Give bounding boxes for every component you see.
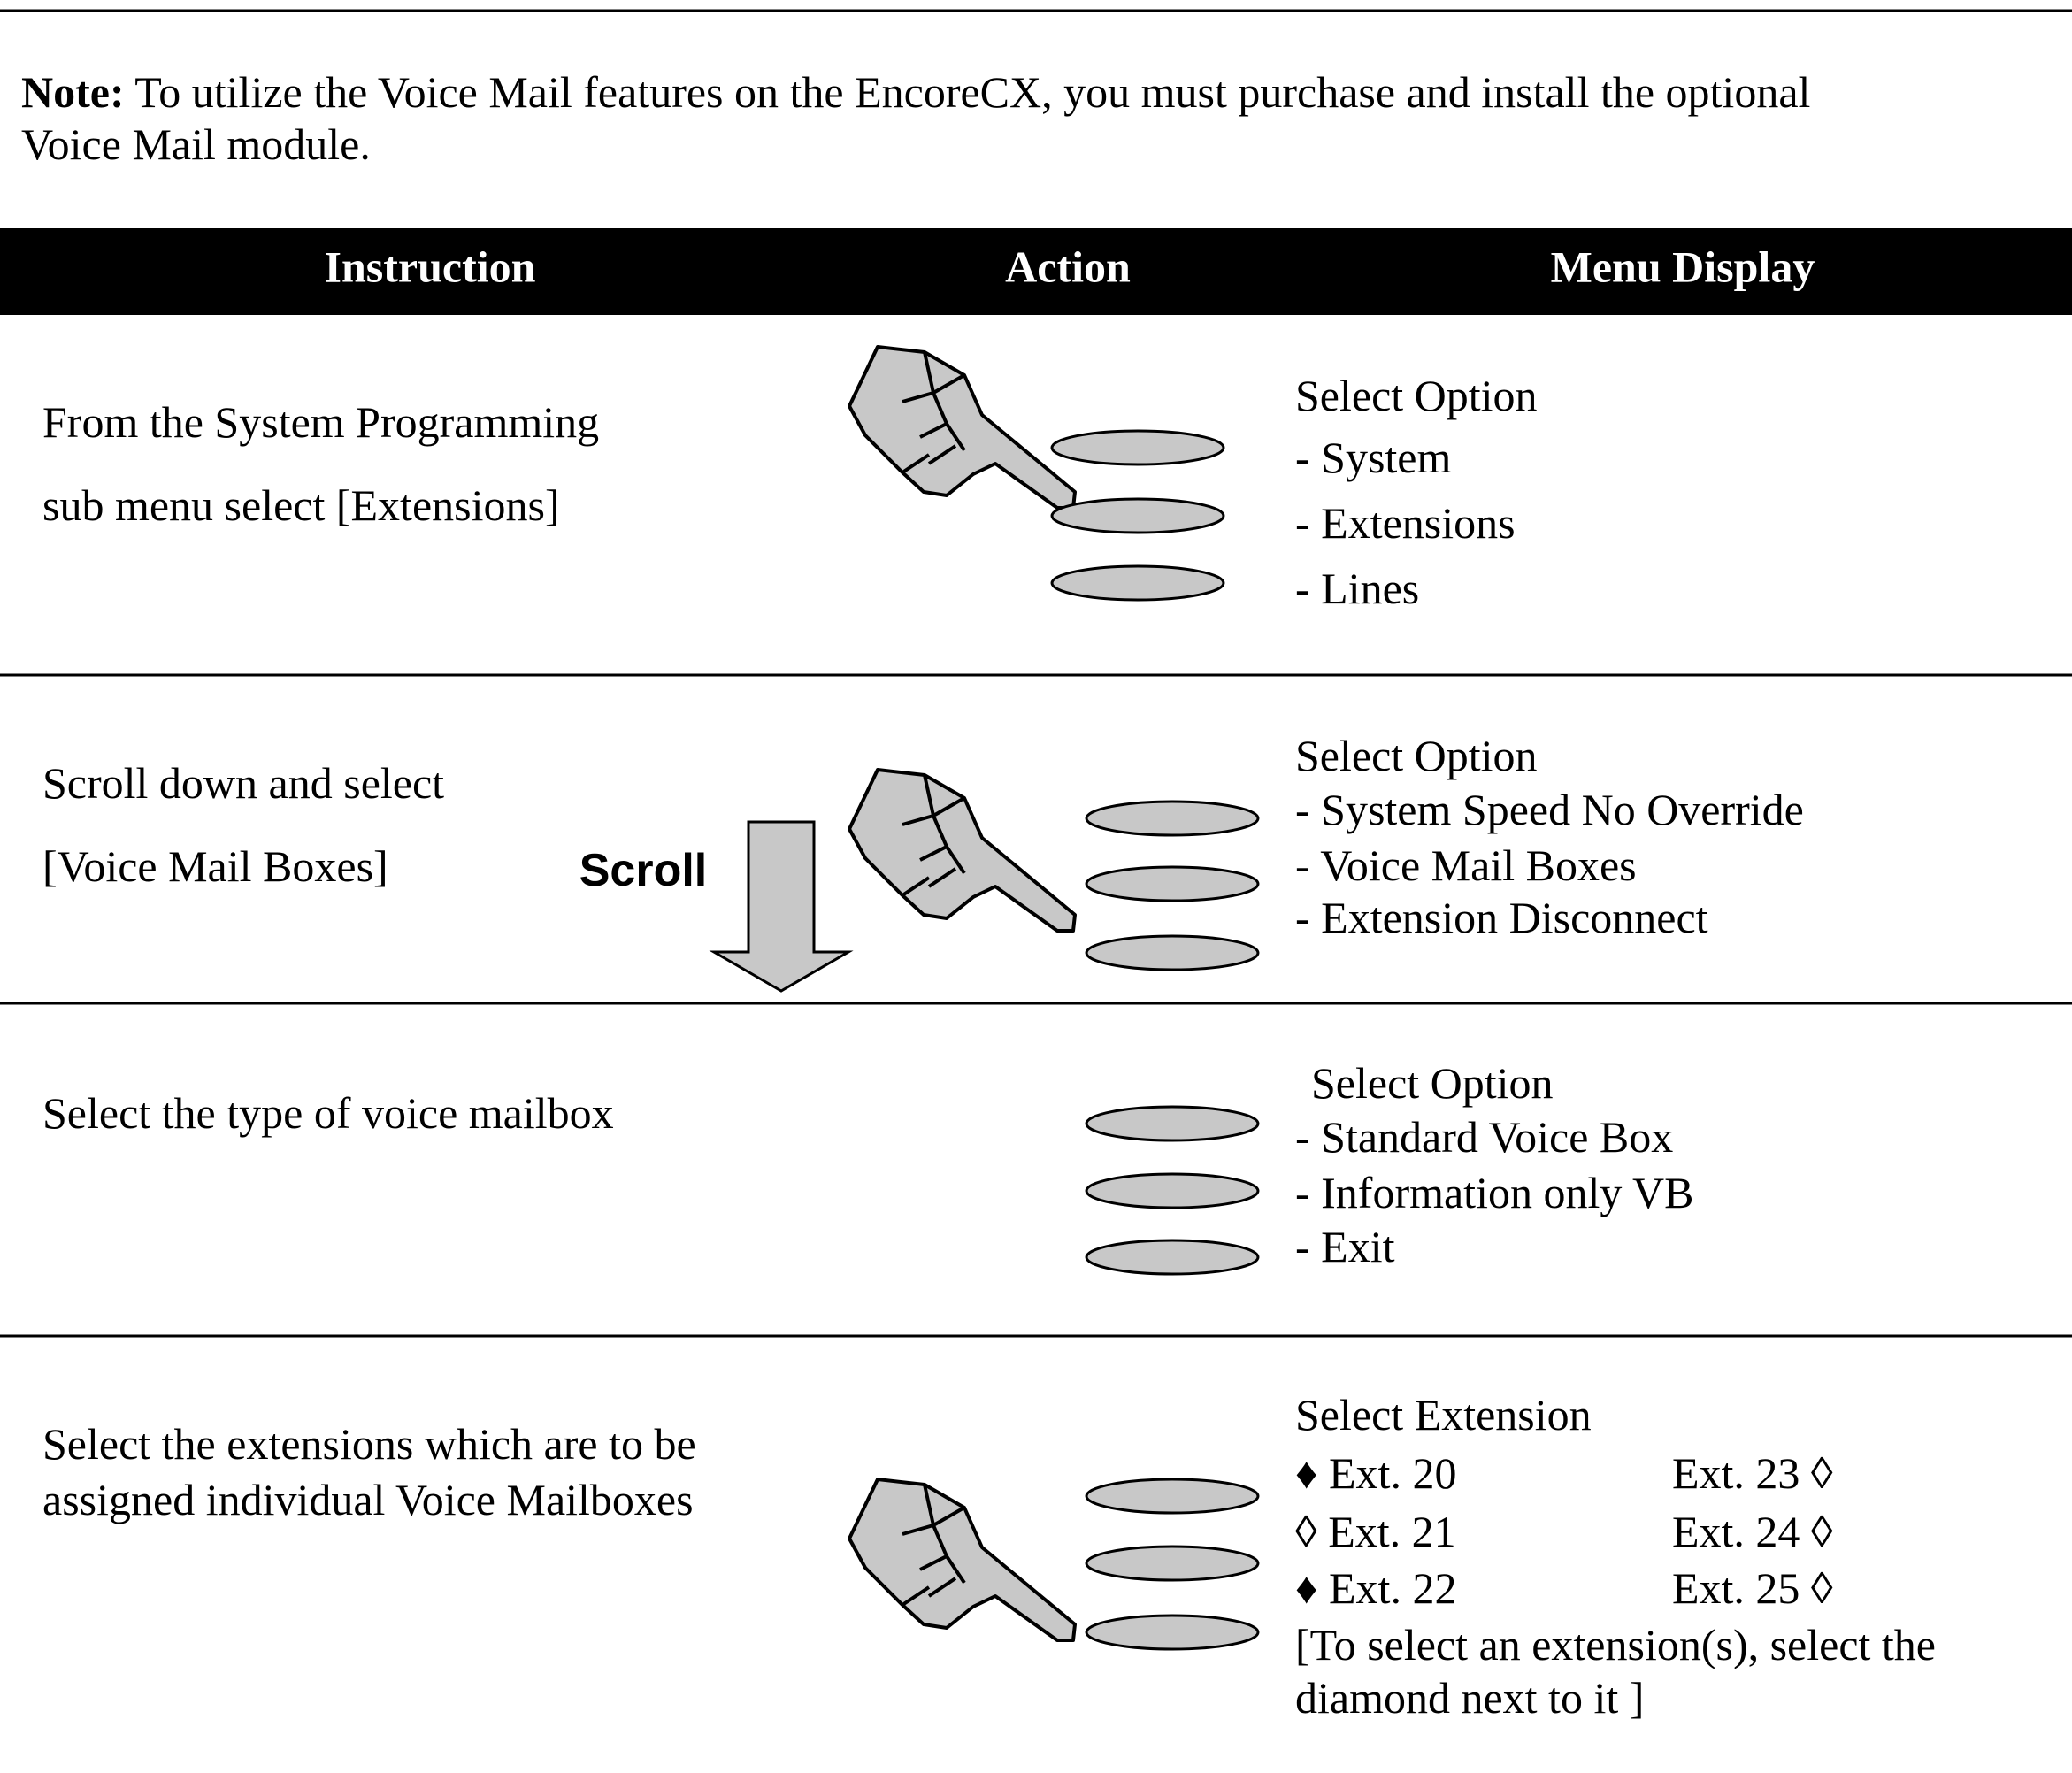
instruction: sub menu select [Extensions] — [42, 480, 560, 530]
note: Note: To utilize the Voice Mail features… — [21, 67, 1810, 117]
header-bar — [0, 228, 2072, 315]
instruction: assigned individual Voice Mailboxes — [42, 1475, 694, 1524]
menu-line: - Information only VB — [1295, 1168, 1693, 1217]
button — [1085, 1172, 1260, 1209]
instruction: From the System Programming — [42, 397, 599, 447]
instruction: Select the extensions which are to be — [42, 1419, 696, 1469]
button — [1085, 1105, 1260, 1142]
instruction: Scroll down and select — [42, 758, 444, 808]
menu-line: Select Option — [1295, 371, 1538, 420]
menu-line: Ext. 25 ◊ — [1672, 1563, 1833, 1613]
header: Action — [1005, 242, 1131, 291]
menu-line: Select Option — [1311, 1058, 1554, 1108]
menu-line: - System Speed No Override — [1295, 785, 1804, 834]
header: Menu Display — [1551, 242, 1815, 291]
instruction: Select the type of voice mailbox — [42, 1088, 614, 1138]
menu-line: Ext. 23 ◊ — [1672, 1448, 1833, 1498]
menu-line: - System — [1295, 433, 1452, 482]
menu-line: Select Option — [1295, 731, 1538, 780]
menu-line: - Lines — [1295, 564, 1419, 613]
note-label: Note: — [21, 67, 125, 117]
hand-icon — [848, 345, 1077, 510]
menu-line: Select Extension — [1295, 1390, 1592, 1439]
menu-line: diamond next to it ] — [1295, 1673, 1644, 1723]
scroll-label: Scroll — [579, 845, 708, 896]
instruction: [Voice Mail Boxes] — [42, 841, 388, 891]
hand-icon — [848, 768, 1077, 933]
header: Instruction — [325, 242, 536, 291]
menu-line: ♦ Ext. 20 — [1295, 1448, 1456, 1498]
button — [1050, 564, 1225, 602]
button — [1050, 497, 1225, 534]
menu-line: - Exit — [1295, 1222, 1395, 1271]
button — [1085, 1478, 1260, 1515]
menu-line: - Extension Disconnect — [1295, 893, 1708, 942]
menu-line: ◊ Ext. 21 — [1295, 1507, 1456, 1556]
note-text: Voice Mail module. — [21, 119, 371, 169]
menu-line: [To select an extension(s), select the — [1295, 1620, 1936, 1669]
menu-line: - Voice Mail Boxes — [1295, 840, 1637, 890]
menu-line: - Standard Voice Box — [1295, 1112, 1673, 1162]
menu-line: - Extensions — [1295, 498, 1516, 548]
button — [1085, 800, 1260, 837]
menu-line: ♦ Ext. 22 — [1295, 1563, 1456, 1613]
button — [1085, 865, 1260, 902]
hand-icon — [848, 1478, 1077, 1642]
menu-line: Ext. 24 ◊ — [1672, 1507, 1833, 1556]
note-text: To utilize the Voice Mail features on th… — [134, 67, 1810, 117]
scroll-arrow — [709, 820, 854, 993]
button — [1085, 1614, 1260, 1651]
button — [1085, 1545, 1260, 1582]
button — [1050, 429, 1225, 466]
button — [1085, 1239, 1260, 1276]
button — [1085, 934, 1260, 971]
